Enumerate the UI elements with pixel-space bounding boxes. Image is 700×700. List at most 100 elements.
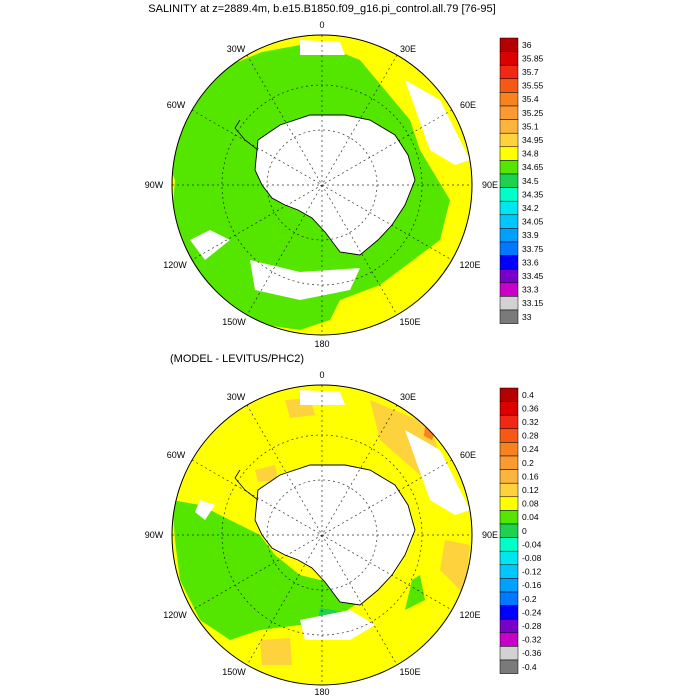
colorbar-swatch <box>500 551 518 565</box>
colorbar-swatch <box>500 619 518 633</box>
colorbar-tick-label: 33 <box>522 312 532 322</box>
colorbar-swatch <box>500 133 518 147</box>
colorbar-swatch <box>500 174 518 188</box>
colorbar-swatch <box>500 497 518 511</box>
lon-label-30e: 30E <box>400 392 416 402</box>
lon-label-90e: 90E <box>482 530 498 540</box>
colorbar-swatch <box>500 256 518 270</box>
colorbar-swatch <box>500 296 518 310</box>
colorbar-tick-label: 0.28 <box>522 431 539 441</box>
colorbar-tick-label: -0.16 <box>522 580 542 590</box>
colorbar-swatch <box>500 106 518 120</box>
lon-label-60e: 60E <box>460 450 476 460</box>
colorbar-tick-label: 0.16 <box>522 471 539 481</box>
colorbar-tick-label: 0.24 <box>522 444 539 454</box>
colorbar-tick-label: 34.5 <box>522 176 539 186</box>
colorbar-tick-label: 35.7 <box>522 67 539 77</box>
colorbar-tick-label: 33.45 <box>522 271 544 281</box>
colorbar-tick-label: 34.05 <box>522 217 544 227</box>
colorbar-swatch <box>500 215 518 229</box>
colorbar-tick-label: 35.25 <box>522 108 544 118</box>
colorbar-tick-label: -0.2 <box>522 594 537 604</box>
lon-label-30w: 30W <box>227 392 246 402</box>
colorbar-swatch <box>500 65 518 79</box>
colorbar-tick-label: 0.4 <box>522 390 534 400</box>
colorbar-tick-label: 0.2 <box>522 458 534 468</box>
lon-label-30e: 30E <box>400 44 416 54</box>
colorbar-tick-label: 34.2 <box>522 203 539 213</box>
colorbar-tick-label: 36 <box>522 40 532 50</box>
colorbar-swatch <box>500 646 518 660</box>
lon-label-120w: 120W <box>163 260 187 270</box>
bottom-panel-title: (MODEL - LEVITUS/PHC2) <box>170 353 304 365</box>
colorbar-tick-label: 33.6 <box>522 257 539 267</box>
lon-label-90w: 90W <box>145 180 164 190</box>
lon-label-150w: 150W <box>222 667 246 677</box>
colorbar-tick-label: 34.65 <box>522 162 544 172</box>
bottom-orange-patch <box>260 638 292 665</box>
colorbar-swatch <box>500 228 518 242</box>
colorbar-tick-label: 0 <box>522 526 527 536</box>
colorbar-swatch <box>500 79 518 93</box>
lon-label-180: 180 <box>314 339 329 349</box>
colorbar-swatch <box>500 402 518 416</box>
colorbar-swatch <box>500 160 518 174</box>
colorbar-swatch <box>500 578 518 592</box>
colorbar-tick-label: 33.15 <box>522 298 544 308</box>
colorbar-swatch <box>500 52 518 66</box>
colorbar-swatch <box>500 592 518 606</box>
colorbar-tick-label: 33.3 <box>522 285 539 295</box>
colorbar-swatch <box>500 442 518 456</box>
colorbar-swatch <box>500 242 518 256</box>
colorbar-swatch <box>500 388 518 402</box>
top-map <box>160 35 472 335</box>
colorbar-swatch <box>500 92 518 106</box>
colorbar-swatch <box>500 429 518 443</box>
lon-label-120w: 120W <box>163 610 187 620</box>
colorbar-swatch <box>500 565 518 579</box>
colorbar-tick-label: 33.75 <box>522 244 544 254</box>
colorbar-tick-label: -0.36 <box>522 648 542 658</box>
colorbar-swatch <box>500 470 518 484</box>
colorbar-swatch <box>500 283 518 297</box>
colorbar-swatch <box>500 147 518 161</box>
top-colorbar: 36 35.85 35.7 35.55 35.4 35.25 35.1 34.95 34.8 34… <box>500 38 544 324</box>
colorbar-tick-label: -0.24 <box>522 607 542 617</box>
colorbar-swatch <box>500 538 518 552</box>
lon-label-60w: 60W <box>167 450 186 460</box>
lon-label-150e: 150E <box>399 317 420 327</box>
lon-label-30w: 30W <box>227 44 246 54</box>
top-white-gap <box>300 40 345 55</box>
lon-label-0: 0 <box>319 20 324 30</box>
colorbar-tick-label: -0.12 <box>522 567 542 577</box>
lon-label-150w: 150W <box>222 317 246 327</box>
colorbar-swatch <box>500 201 518 215</box>
colorbar-tick-label: -0.4 <box>522 662 537 672</box>
colorbar-tick-label: 35.1 <box>522 121 539 131</box>
lon-label-60e: 60E <box>460 100 476 110</box>
lon-label-60w: 60W <box>167 100 186 110</box>
colorbar-swatch <box>500 188 518 202</box>
colorbar-tick-label: 34.95 <box>522 135 544 145</box>
colorbar-swatch <box>500 269 518 283</box>
colorbar-tick-label: 34.35 <box>522 189 544 199</box>
colorbar-tick-label: 0.08 <box>522 499 539 509</box>
colorbar-swatch <box>500 606 518 620</box>
lon-label-90e: 90E <box>482 180 498 190</box>
bottom-white-gap <box>300 390 345 405</box>
bottom-map <box>172 385 472 685</box>
colorbar-tick-label: 0.04 <box>522 512 539 522</box>
colorbar-tick-label: 0.12 <box>522 485 539 495</box>
lon-label-120e: 120E <box>459 610 480 620</box>
lon-label-120e: 120E <box>459 260 480 270</box>
colorbar-swatch <box>500 660 518 674</box>
colorbar-swatch <box>500 456 518 470</box>
colorbar-tick-label: -0.32 <box>522 635 542 645</box>
lon-label-0: 0 <box>319 370 324 380</box>
colorbar-tick-label: 33.9 <box>522 230 539 240</box>
colorbar-swatch <box>500 524 518 538</box>
colorbar-swatch <box>500 483 518 497</box>
colorbar-tick-label: -0.28 <box>522 621 542 631</box>
colorbar-swatch <box>500 38 518 52</box>
